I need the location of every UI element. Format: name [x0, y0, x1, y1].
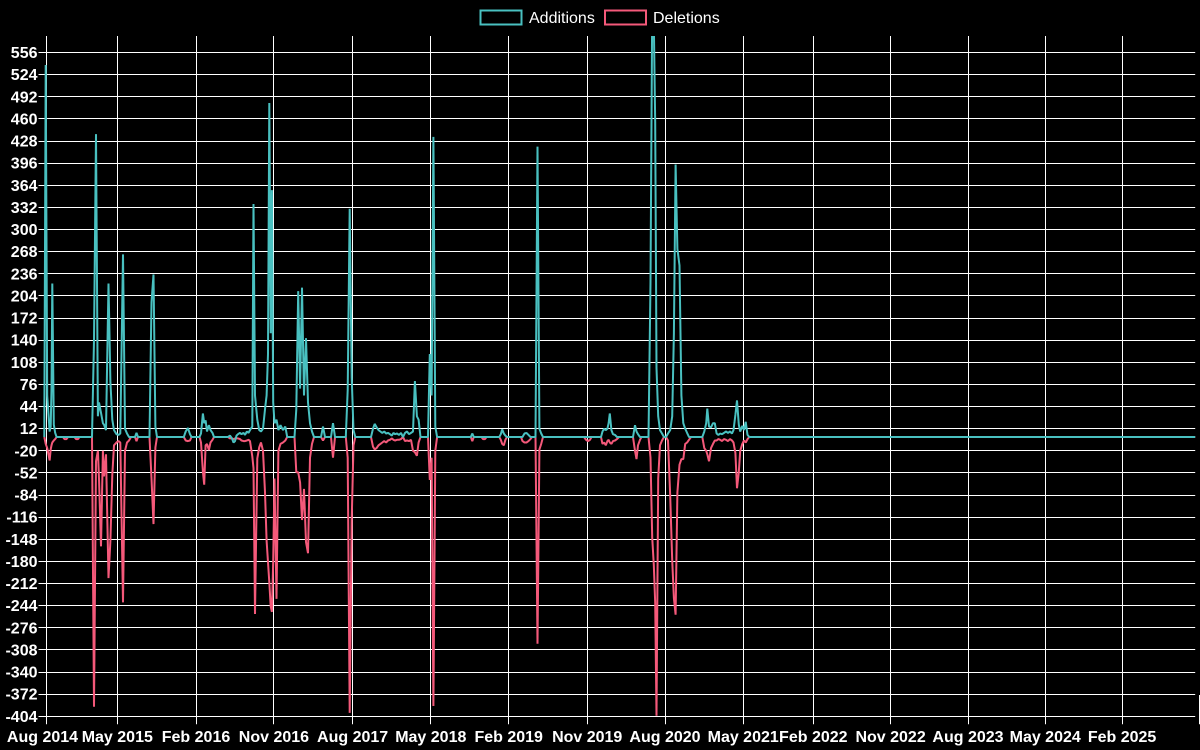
svg-text:428: 428: [11, 134, 38, 151]
svg-text:-276: -276: [5, 620, 37, 637]
svg-text:Feb 2016: Feb 2016: [162, 729, 231, 746]
svg-text:172: 172: [11, 311, 38, 328]
svg-text:332: 332: [11, 200, 38, 217]
svg-text:-84: -84: [14, 488, 37, 505]
svg-text:236: 236: [11, 266, 38, 283]
svg-text:-116: -116: [6, 510, 37, 527]
svg-text:-244: -244: [5, 598, 37, 615]
svg-text:492: 492: [11, 89, 38, 106]
svg-text:Feb 2022: Feb 2022: [779, 729, 848, 746]
svg-text:-180: -180: [5, 554, 37, 571]
svg-text:Aug 2014: Aug 2014: [7, 729, 78, 746]
svg-text:Feb 2019: Feb 2019: [474, 729, 543, 746]
svg-text:Deletions: Deletions: [653, 10, 720, 27]
svg-text:76: 76: [20, 377, 38, 394]
svg-text:Aug 2017: Aug 2017: [317, 729, 388, 746]
svg-text:12: 12: [20, 421, 38, 438]
svg-text:300: 300: [11, 222, 38, 239]
svg-text:556: 556: [11, 45, 38, 62]
svg-text:May 2024: May 2024: [1010, 729, 1081, 746]
svg-text:Additions: Additions: [529, 10, 595, 27]
svg-text:Aug 2020: Aug 2020: [629, 729, 700, 746]
svg-text:460: 460: [11, 111, 38, 128]
svg-text:Feb 2025: Feb 2025: [1088, 729, 1157, 746]
svg-text:-308: -308: [5, 643, 37, 660]
svg-text:204: 204: [11, 288, 38, 305]
svg-text:-404: -404: [5, 709, 37, 726]
svg-text:-372: -372: [5, 687, 37, 704]
svg-text:-148: -148: [5, 532, 37, 549]
svg-text:May 2015: May 2015: [82, 729, 153, 746]
svg-text:-340: -340: [5, 665, 37, 682]
svg-text:140: 140: [11, 333, 38, 350]
svg-text:-212: -212: [5, 576, 37, 593]
svg-text:Nov 2016: Nov 2016: [239, 729, 309, 746]
svg-text:May 2018: May 2018: [395, 729, 466, 746]
svg-text:364: 364: [11, 178, 38, 195]
svg-text:524: 524: [11, 67, 38, 84]
svg-text:44: 44: [20, 399, 38, 416]
svg-text:396: 396: [11, 156, 38, 173]
svg-text:-52: -52: [14, 466, 37, 483]
svg-text:268: 268: [11, 244, 38, 261]
svg-text:May 2021: May 2021: [708, 729, 779, 746]
svg-text:Aug 2023: Aug 2023: [932, 729, 1003, 746]
svg-text:-20: -20: [14, 443, 37, 460]
svg-text:Nov 2022: Nov 2022: [855, 729, 925, 746]
svg-text:108: 108: [11, 355, 38, 372]
svg-text:Nov 2019: Nov 2019: [552, 729, 622, 746]
